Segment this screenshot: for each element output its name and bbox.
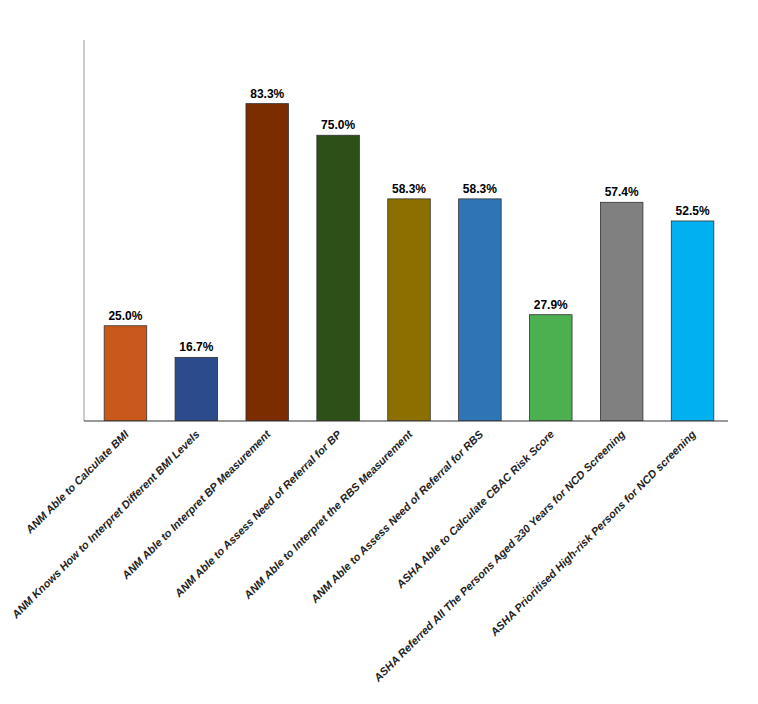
bar [671, 221, 714, 421]
x-tick-label: ASHA Able to Calculate CBAC Risk Score [393, 428, 556, 591]
y-axis-line [84, 40, 85, 421]
chart-container: 25.0% 16.7% 83.3% 75.0% 58.3% 58.3% 27.9% 57.4%… [0, 0, 758, 704]
bar [530, 315, 573, 421]
chart: 25.0% 16.7% 83.3% 75.0% 58.3% 58.3% 27.9% 57.4%… [0, 0, 758, 704]
x-tick-label: ANM Able to Interpret BP Measurement [119, 427, 274, 582]
data-label: 52.5% [676, 204, 710, 218]
data-label: 75.0% [321, 118, 355, 132]
data-label: 27.9% [534, 298, 568, 312]
bars [104, 104, 714, 421]
x-tick-label: ASHA Prioritised High-risk Persons for N… [487, 428, 698, 639]
bar [317, 135, 360, 421]
data-label: 25.0% [108, 309, 142, 323]
bar [104, 326, 147, 421]
bar [175, 357, 218, 421]
data-label: 83.3% [250, 87, 284, 101]
data-label: 57.4% [605, 185, 639, 199]
bar [459, 199, 502, 421]
x-axis-line [84, 421, 728, 422]
data-label: 58.3% [463, 182, 497, 196]
bar [600, 202, 643, 421]
bar [388, 199, 431, 421]
x-tick-label: ASHA Referred All The Persons Aged ≥30 Y… [371, 428, 628, 685]
x-tick-label: ANM Able to Assess Need of Referral for … [172, 427, 344, 599]
data-label: 16.7% [179, 340, 213, 354]
bar [246, 104, 289, 421]
data-label: 58.3% [392, 182, 426, 196]
